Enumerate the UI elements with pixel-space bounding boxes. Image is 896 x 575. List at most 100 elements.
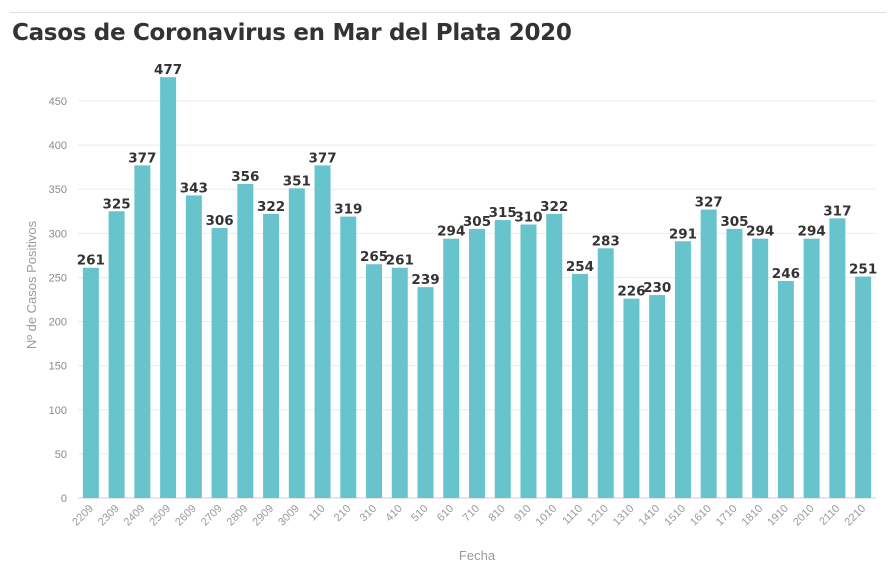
value-label: 230 [643,280,671,296]
x-tick-label: 2909 [250,503,276,529]
value-label: 294 [437,224,465,240]
value-label: 317 [823,203,851,219]
x-tick-label: 2110 [817,503,842,528]
x-tick-label: 310 [358,503,379,524]
bar-410 [391,267,408,498]
value-label: 226 [617,284,645,300]
bar-2309 [108,211,125,498]
y-tick-label: 350 [49,184,67,196]
value-label: 306 [205,213,233,229]
y-axis-label: Nº de Casos Positivos [24,220,39,349]
bar-2110 [829,218,846,498]
bar-810 [494,220,511,498]
value-label: 343 [180,180,208,196]
bar-710 [469,228,485,498]
value-label: 305 [720,214,748,230]
x-tick-label: 1310 [611,503,637,529]
value-label: 261 [77,253,105,269]
x-tick-label: 510 [409,503,430,524]
x-tick-label: 1210 [585,503,611,529]
x-tick-label: 1610 [688,503,714,529]
value-label: 291 [669,226,697,242]
value-label: 254 [566,259,594,275]
y-tick-label: 300 [49,228,67,240]
value-label: 351 [283,173,311,189]
x-tick-label: 810 [486,503,507,524]
value-label: 377 [128,150,156,166]
value-label: 356 [231,169,259,185]
bar-2709 [211,228,228,499]
value-label: 246 [772,266,800,282]
bar-1710 [726,228,743,498]
x-tick-label: 410 [383,503,404,524]
x-tick-label: 2010 [791,503,817,529]
value-label: 315 [489,205,517,221]
bar-310 [366,264,383,498]
y-tick-label: 400 [49,140,67,152]
value-label: 322 [257,199,285,215]
y-tick-label: 150 [49,361,67,373]
x-tick-label: 210 [332,503,353,524]
bar-110 [314,165,331,498]
y-tick-label: 50 [55,449,67,461]
bar-1510 [674,241,691,499]
x-tick-label: 1110 [560,503,585,528]
y-tick-label: 200 [49,317,67,329]
bars [82,77,872,499]
x-tick-label: 110 [307,503,328,524]
bar-2609 [185,195,202,499]
value-label: 265 [360,249,388,265]
x-tick-label: 2609 [173,503,199,529]
bar-510 [417,287,434,498]
x-tick-label: 1710 [714,503,740,529]
bar-910 [520,224,537,498]
bar-2210 [855,276,872,498]
value-label: 261 [386,253,414,269]
bar-1210 [597,248,614,498]
x-tick-label: 2509 [147,503,173,529]
bar-2809 [237,183,254,498]
x-tick-label: 2709 [199,503,225,529]
value-label: 477 [154,62,182,78]
x-tick-label: 910 [512,503,533,524]
value-label: 325 [103,196,131,212]
bar-2909 [263,213,280,498]
y-tick-label: 100 [49,405,67,417]
bar-1410 [649,295,666,498]
value-labels: 2613253774773433063563223513773192652612… [77,62,877,299]
x-tick-label: 1510 [662,503,688,529]
y-tick-label: 250 [49,272,67,284]
bar-1910 [777,280,794,498]
bar-610 [443,238,460,499]
bar-1810 [752,238,769,499]
y-tick-label: 0 [61,493,67,505]
value-label: 305 [463,214,491,230]
value-label: 294 [746,224,774,240]
top-divider [10,12,886,13]
x-tick-label: 1010 [534,503,560,529]
x-tick-label: 710 [461,503,482,524]
x-tick-label: 1910 [765,503,791,529]
bar-210 [340,216,357,498]
x-axis-label: Fecha [459,548,496,563]
bar-1610 [700,209,717,498]
value-label: 327 [695,195,723,211]
value-label: 322 [540,199,568,215]
y-axis: 0 50 100 150 200 250 300 350 400 450 [49,96,67,505]
x-axis: 2209 2309 2409 2509 2609 2709 2809 2909 3009 110 2… [70,503,868,529]
value-label: 283 [592,233,620,249]
value-label: 239 [411,272,439,288]
x-tick-label: 2210 [842,503,868,529]
bar-1110 [571,273,588,498]
y-tick-label: 450 [49,96,67,108]
x-tick-label: 2809 [225,503,251,529]
bar-3009 [288,188,305,498]
bar-1310 [623,298,640,498]
x-tick-label: 1810 [739,503,765,529]
bar-2209 [82,267,99,498]
bar-2010 [803,238,820,499]
value-label: 251 [849,262,877,278]
bar-2409 [134,165,151,498]
bar-1010 [546,213,563,498]
